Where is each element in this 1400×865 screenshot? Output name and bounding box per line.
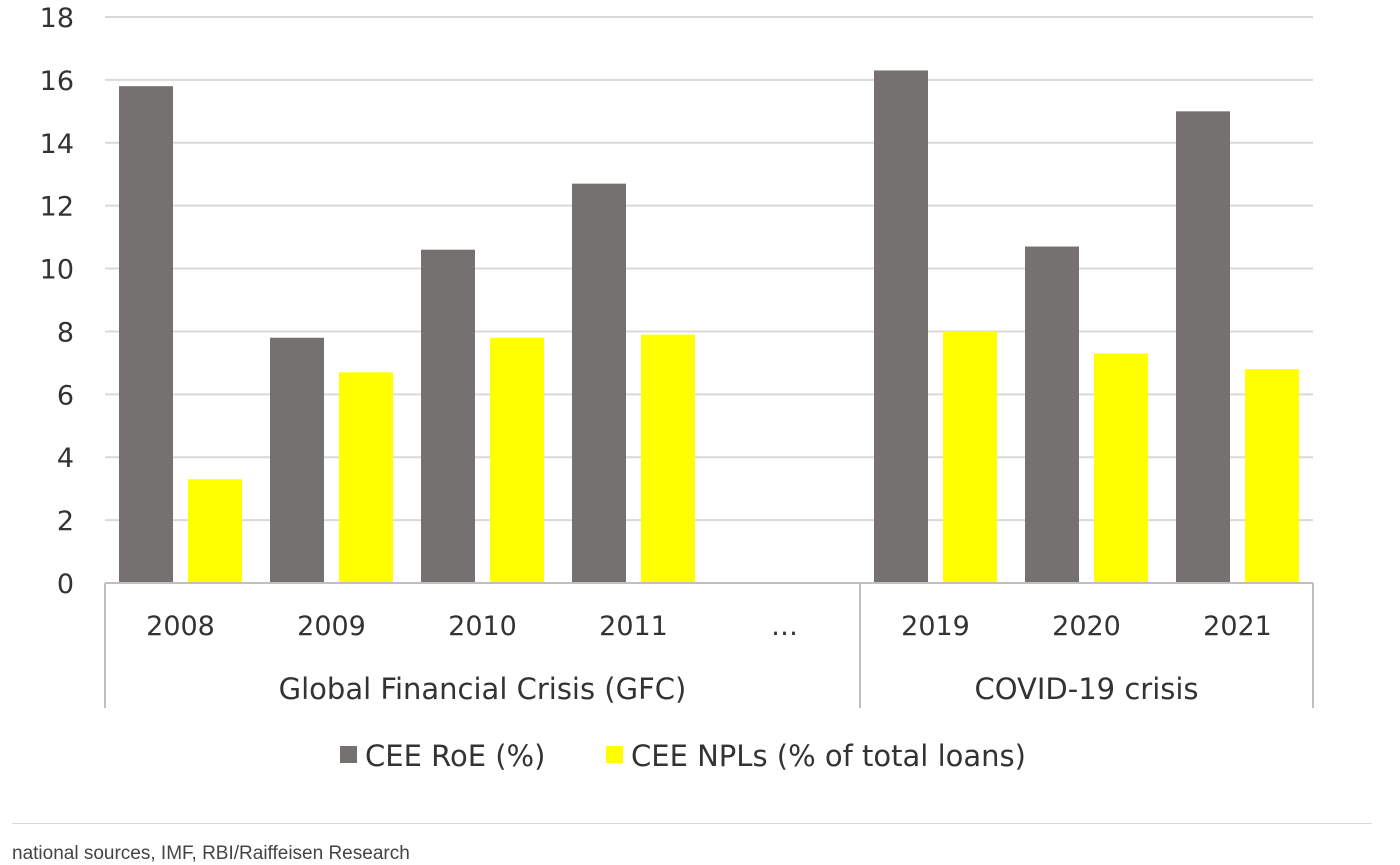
- bar-roe-6: [1025, 246, 1079, 584]
- chart: 0 2 4 6 8 10 12 14 16 18 2008 2009 2010 2011 … 2019 202…: [40, 3, 1314, 773]
- bar-npl-7: [1245, 369, 1299, 583]
- bars: [119, 70, 1299, 584]
- y-tick-label: 18: [40, 3, 74, 34]
- x-category-label: …: [771, 611, 798, 642]
- legend-label: CEE NPLs (% of total loans): [631, 739, 1026, 773]
- divider: [12, 823, 1372, 824]
- bar-roe-0: [119, 86, 173, 583]
- x-category-label: 2010: [448, 611, 517, 642]
- bar-roe-5: [874, 70, 928, 583]
- y-tick-label: 10: [40, 255, 74, 286]
- x-category-label: 2021: [1203, 611, 1272, 642]
- bar-npl-0: [188, 479, 242, 583]
- group-label: COVID-19 crisis: [974, 672, 1198, 706]
- y-axis: 0 2 4 6 8 10 12 14 16 18: [40, 3, 74, 600]
- x-axis: 2008 2009 2010 2011 … 2019 2020 2021 Global Fina…: [104, 582, 1314, 708]
- y-tick-label: 14: [40, 129, 74, 160]
- y-tick-label: 4: [57, 443, 74, 474]
- legend-label: CEE RoE (%): [365, 739, 545, 773]
- bar-roe-3: [572, 183, 626, 583]
- group-label: Global Financial Crisis (GFC): [279, 672, 687, 706]
- y-tick-label: 12: [40, 192, 74, 223]
- source-note: national sources, IMF, RBI/Raiffeisen Re…: [12, 843, 410, 864]
- bar-npl-2: [490, 337, 544, 583]
- legend-swatch: [340, 746, 357, 763]
- y-tick-label: 2: [57, 506, 74, 537]
- bar-roe-2: [421, 249, 475, 583]
- legend-swatch: [606, 746, 623, 763]
- x-category-label: 2008: [146, 611, 215, 642]
- y-tick-label: 8: [57, 317, 74, 348]
- bar-npl-6: [1094, 353, 1148, 583]
- bar-roe-1: [270, 337, 324, 583]
- x-category-label: 2011: [599, 611, 668, 642]
- y-tick-label: 16: [40, 66, 74, 97]
- y-tick-label: 0: [57, 569, 74, 600]
- x-category-label: 2020: [1052, 611, 1121, 642]
- y-tick-label: 6: [57, 380, 74, 411]
- bar-roe-7: [1176, 111, 1230, 583]
- bar-npl-3: [641, 334, 695, 583]
- x-category-label: 2019: [901, 611, 970, 642]
- bar-npl-5: [943, 331, 997, 583]
- legend: CEE RoE (%) CEE NPLs (% of total loans): [340, 739, 1026, 773]
- x-category-label: 2009: [297, 611, 366, 642]
- bar-npl-1: [339, 372, 393, 583]
